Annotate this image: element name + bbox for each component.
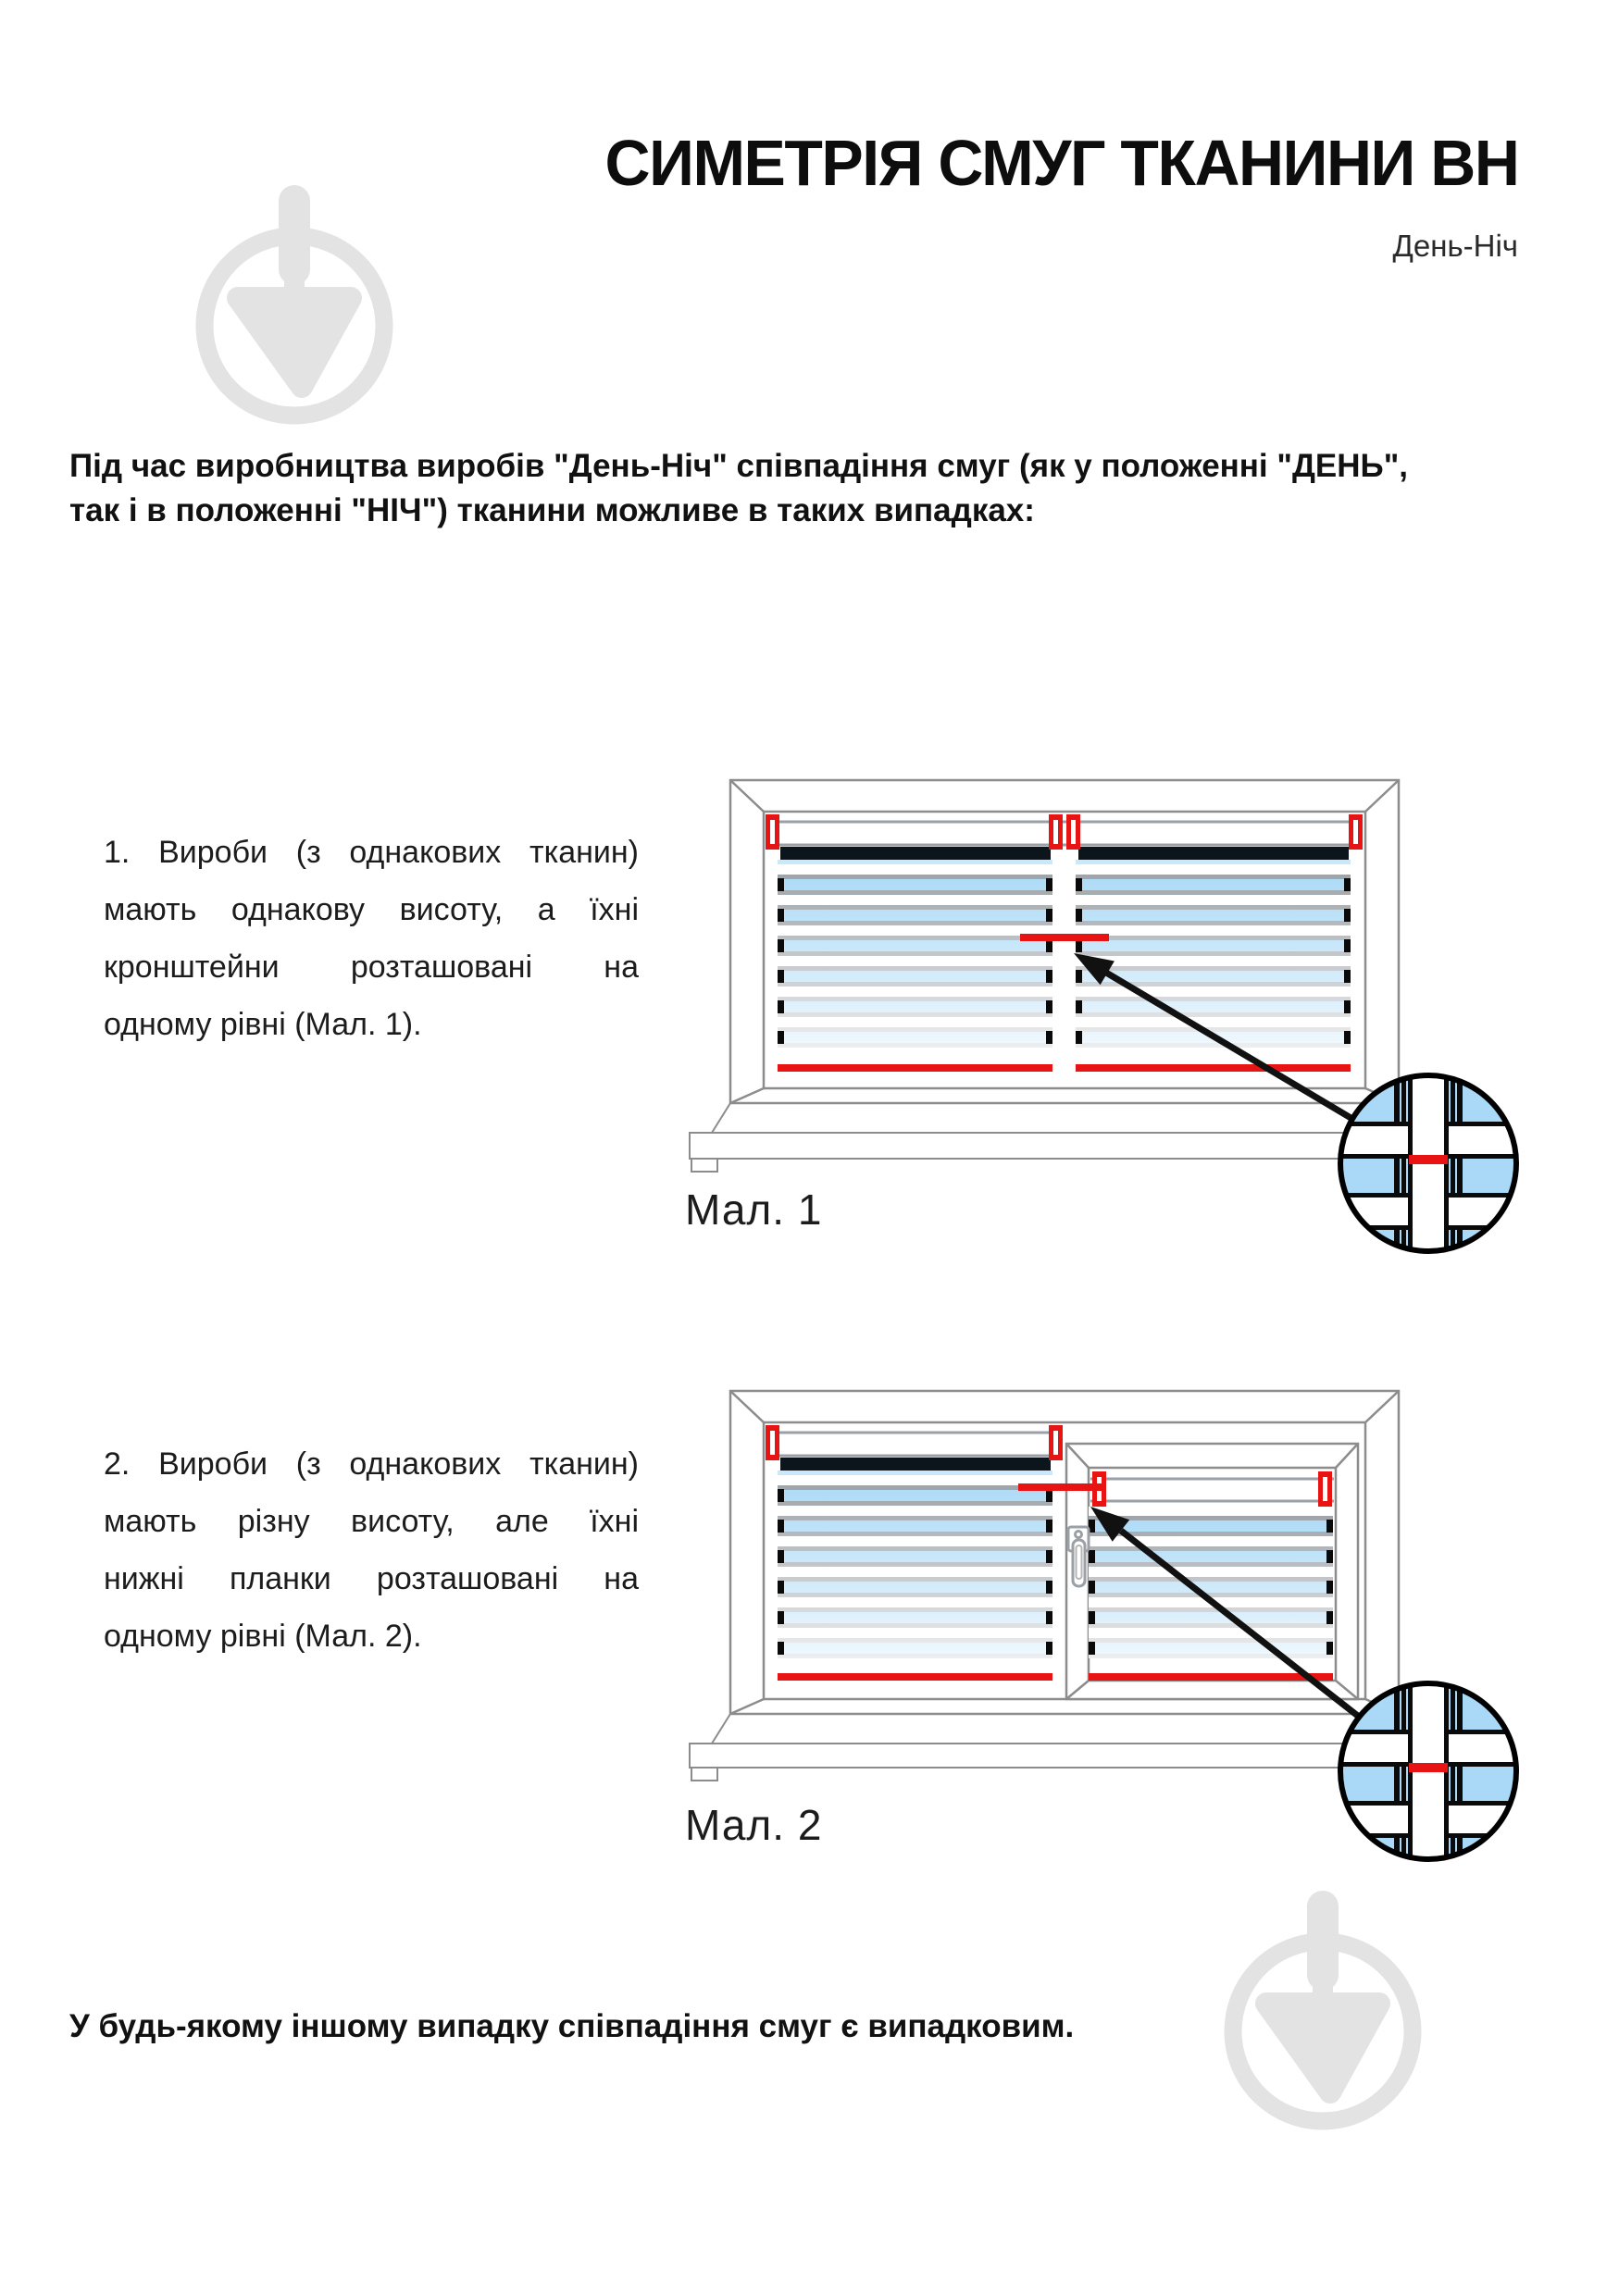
figure-2-headrail-right: [1090, 1477, 1334, 1503]
item-1-line: мають однакову висоту, а їхні: [104, 892, 639, 927]
item-1-line: кронштейни розташовані на: [104, 949, 639, 985]
figure-1-sill: [689, 1102, 1422, 1173]
figure-1-blind-right: [1076, 847, 1351, 1072]
item-1-text: 1. Вироби (з однакових тканин) мають одн…: [104, 824, 639, 1053]
item-2-line: мають різну висоту, але їхні: [104, 1504, 639, 1539]
caption-figure-1: Мал. 1: [685, 1185, 823, 1234]
figure-1-arrow: [1074, 953, 1354, 1123]
figure-1: [689, 778, 1519, 1254]
figure-1-brackets: [766, 814, 1363, 850]
page-title: СИМЕТРІЯ СМУГ ТКАНИНИ ВН: [604, 127, 1519, 199]
page-subtitle: День-Ніч: [1392, 229, 1518, 263]
brand-watermark-icon: [1224, 1891, 1422, 2130]
brand-watermark-icon: [195, 185, 393, 425]
figure-2: [689, 1389, 1519, 1862]
item-1-line: одному рівні (Мал. 1).: [104, 1007, 422, 1042]
intro-paragraph: Під час виробництва виробів "День-Ніч" с…: [69, 444, 1408, 533]
figure-2-brackets: [766, 1425, 1332, 1507]
item-2-line: 2. Вироби (з однакових тканин): [104, 1446, 639, 1482]
intro-line-1: Під час виробництва виробів "День-Ніч" с…: [69, 448, 1409, 484]
figure-2-blind-left: [778, 1458, 1052, 1681]
figure-1-alignment-line: [1020, 934, 1109, 941]
figure-2-blind-right: [1089, 1507, 1333, 1681]
item-2-text: 2. Вироби (з однакових тканин) мають різ…: [104, 1435, 639, 1665]
figure-1-magnifier: [1338, 1073, 1519, 1254]
caption-figure-2: Мал. 2: [685, 1801, 823, 1849]
footer-note: У будь-якому іншому випадку співпадіння …: [69, 2008, 1075, 2044]
intro-line-2: так і в положенні "НІЧ") тканини можливе…: [69, 492, 1035, 528]
figure-1-blind-left: [778, 847, 1052, 1072]
figure-2-alignment-line: [1018, 1483, 1103, 1491]
item-2-line: одному рівні (Мал. 2).: [104, 1619, 422, 1654]
item-2-line: нижні планки розташовані на: [104, 1561, 639, 1596]
window-handle-icon: [1066, 1525, 1090, 1588]
item-1-line: 1. Вироби (з однакових тканин): [104, 835, 639, 870]
figure-1-headrail: [766, 820, 1363, 847]
figure-2-headrail-left: [766, 1431, 1063, 1458]
figure-2-arrow: [1090, 1507, 1362, 1719]
figure-2-magnifier: [1338, 1681, 1519, 1862]
figure-2-sill: [689, 1713, 1422, 1781]
